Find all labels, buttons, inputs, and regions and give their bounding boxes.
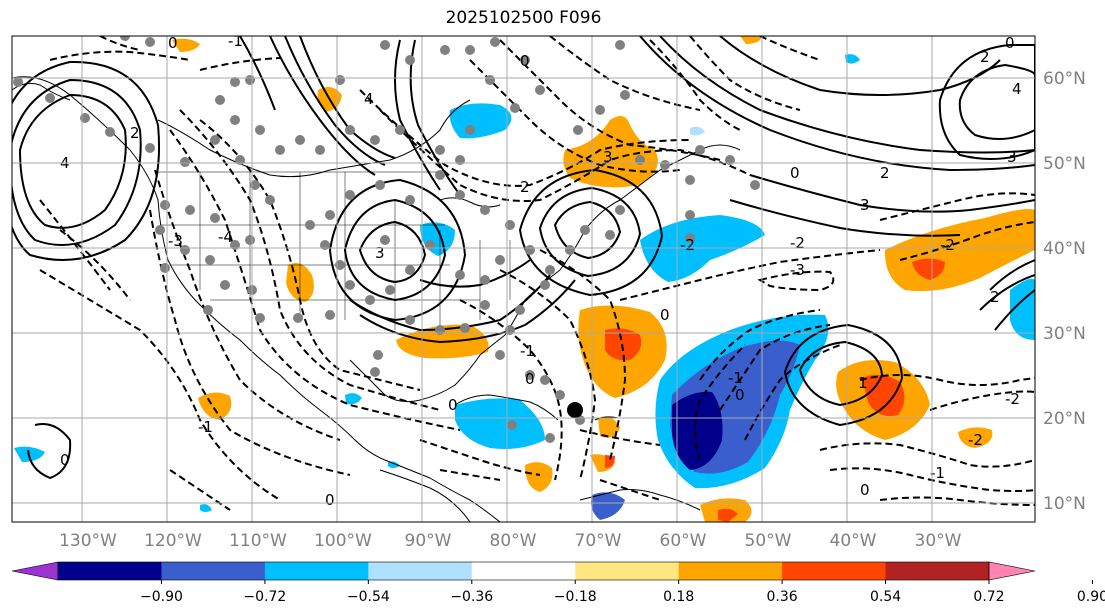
contour-label: 0 <box>168 34 178 52</box>
contour-label: 0 <box>860 481 870 499</box>
lon-label: 70°W <box>575 531 622 551</box>
contour-label: -4 <box>218 228 233 246</box>
contour-labels: 0 -1 2 -3 -4 3 4 2 4 3 2 3 0 0 -2 -2 -3 … <box>60 32 1022 509</box>
colorbar-tick-label: −0.90 <box>140 589 183 605</box>
lat-label: 30°N <box>1043 324 1086 344</box>
lon-label: 40°W <box>830 531 877 551</box>
contour-label: 0 <box>520 52 530 70</box>
colorbar-tick-label: 0.18 <box>663 589 694 605</box>
contour-label: -3 <box>790 261 805 279</box>
contour-label: 0 <box>60 451 70 469</box>
contour-label: 2 <box>990 288 1000 306</box>
contour-label: 0 <box>325 491 335 509</box>
latitude-labels: 60°N 50°N 40°N 30°N 20°N 10°N <box>1043 69 1086 514</box>
lat-label: 10°N <box>1043 494 1086 514</box>
contour-label: 3 <box>375 244 385 262</box>
lat-label: 50°N <box>1043 154 1086 174</box>
contour-label: 0 <box>790 164 800 182</box>
graticule <box>12 36 1035 522</box>
contour-label: 4 <box>1012 80 1022 98</box>
lon-label: 60°W <box>660 531 707 551</box>
colorbar-tick-label: 0.36 <box>767 589 798 605</box>
contour-label: -2 <box>1005 390 1020 408</box>
lat-label: 20°N <box>1043 409 1086 429</box>
contour-label: 2 <box>130 124 140 142</box>
contour-label: -1 <box>930 464 945 482</box>
contour-label: -1 <box>520 342 535 360</box>
colorbar-segment <box>161 562 266 580</box>
colorbar: −0.90 −0.72 −0.54 −0.36 −0.18 0.18 0.36 0.54 0.7… <box>11 561 1105 605</box>
contour-label: -1 <box>728 369 743 387</box>
colorbar-tick-label: −0.36 <box>450 589 493 605</box>
lon-label: 130°W <box>59 531 117 551</box>
colorbar-tick-label: −0.54 <box>347 589 390 605</box>
lon-label: 80°W <box>490 531 537 551</box>
contour-label: -1 <box>228 32 243 50</box>
contour-label: -2 <box>940 236 955 254</box>
colorbar-segment <box>264 562 369 580</box>
lon-label: 50°W <box>745 531 792 551</box>
colorbar-segment <box>368 562 473 580</box>
lon-label: 110°W <box>229 531 287 551</box>
longitude-labels: 130°W 120°W 110°W 100°W 90°W 80°W 70°W 6… <box>59 531 962 551</box>
colorbar-segment <box>58 562 162 580</box>
contour-label: 0 <box>525 370 535 388</box>
colorbar-tick-label: 0.90 <box>1077 589 1105 605</box>
map-background <box>12 36 1035 522</box>
contour-label: 4 <box>364 90 374 108</box>
colorbar-segment <box>678 562 783 580</box>
colorbar-tick-label: −0.72 <box>243 589 286 605</box>
colorbar-segment <box>885 562 990 580</box>
map-title: 2025102500 F096 <box>445 8 602 28</box>
contour-label: 3 <box>1007 148 1017 166</box>
colorbar-segment <box>471 562 576 580</box>
colorbar-segment <box>575 562 680 580</box>
lat-label: 40°N <box>1043 239 1086 259</box>
colorbar-tick-label: −0.18 <box>554 589 597 605</box>
lon-label: 120°W <box>144 531 202 551</box>
colorbar-extend-high <box>988 561 1036 581</box>
colorbar-segment <box>782 562 887 580</box>
contour-label: -1 <box>198 418 213 436</box>
lon-label: 100°W <box>314 531 372 551</box>
colorbar-extend-low <box>11 561 59 581</box>
contour-label: 0 <box>735 386 745 404</box>
contour-label: 3 <box>860 196 870 214</box>
contour-label: -2 <box>680 236 695 254</box>
contour-label: 1 <box>858 374 868 392</box>
lon-label: 30°W <box>915 531 962 551</box>
contour-label: 0 <box>660 306 670 324</box>
lon-label: 90°W <box>405 531 452 551</box>
lat-label: 60°N <box>1043 69 1086 89</box>
contour-label: 0 <box>1005 34 1015 52</box>
colorbar-tick-label: 0.72 <box>973 589 1004 605</box>
contour-label: 2 <box>880 164 890 182</box>
contour-label: -2 <box>968 431 983 449</box>
colorbar-tick-label: 0.54 <box>870 589 901 605</box>
map-frame <box>11 35 1036 523</box>
contour-label: 0 <box>448 396 458 414</box>
contour-label: -3 <box>168 232 183 250</box>
contour-label: 2 <box>520 178 530 196</box>
contour-label: 2 <box>980 48 990 66</box>
contour-label: -2 <box>790 234 805 252</box>
negative-contours <box>39 36 1035 511</box>
black-marker <box>567 402 583 418</box>
contour-label: 3 <box>603 148 613 166</box>
